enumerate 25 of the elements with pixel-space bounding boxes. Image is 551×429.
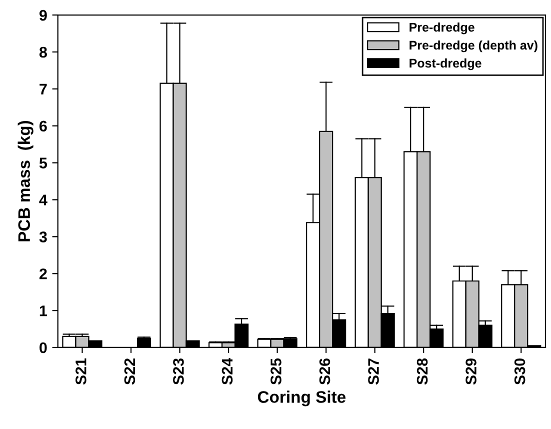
- y-axis-title: PCB mass (kg): [18, 120, 34, 242]
- y-tick-label: 9: [39, 10, 47, 21]
- legend-label: Post-dredge: [410, 58, 482, 70]
- x-tick-label: S22: [124, 358, 136, 385]
- x-tick-label: S21: [76, 358, 86, 385]
- y-tick-label: 2: [39, 268, 47, 280]
- y-tick-label: 1: [40, 306, 48, 316]
- y-tick-label: 5: [39, 158, 48, 168]
- x-tick-label: S26: [319, 358, 330, 385]
- x-tick-label: S23: [173, 358, 184, 385]
- x-axis-title: Coring Site: [258, 390, 346, 406]
- y-tick-label: 6: [40, 120, 47, 132]
- y-tick-label: 7: [40, 84, 47, 94]
- y-tick-label: 8: [39, 46, 47, 58]
- y-tick-label: 4: [39, 194, 48, 206]
- x-tick-label: S28: [416, 358, 428, 385]
- y-tick-label: 0: [40, 342, 47, 354]
- x-tick-label: S25: [270, 358, 282, 385]
- x-tick-label: S24: [222, 358, 233, 385]
- legend-label: Pre-dredge: [410, 22, 474, 34]
- x-tick-label: S30: [514, 358, 526, 385]
- x-tick-label: S29: [466, 358, 476, 385]
- y-tick-label: 3: [39, 232, 47, 242]
- legend-label: Pre-dredge (depth av): [410, 40, 538, 52]
- x-tick-label: S27: [368, 358, 379, 385]
